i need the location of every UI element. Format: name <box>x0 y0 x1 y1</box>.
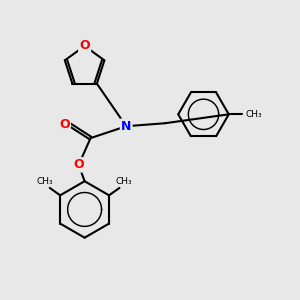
Text: CH₃: CH₃ <box>245 110 262 119</box>
Text: O: O <box>74 158 84 171</box>
Text: N: N <box>121 120 131 133</box>
Text: CH₃: CH₃ <box>116 177 132 186</box>
Text: O: O <box>59 118 70 131</box>
Text: CH₃: CH₃ <box>37 177 54 186</box>
Text: O: O <box>79 40 90 52</box>
